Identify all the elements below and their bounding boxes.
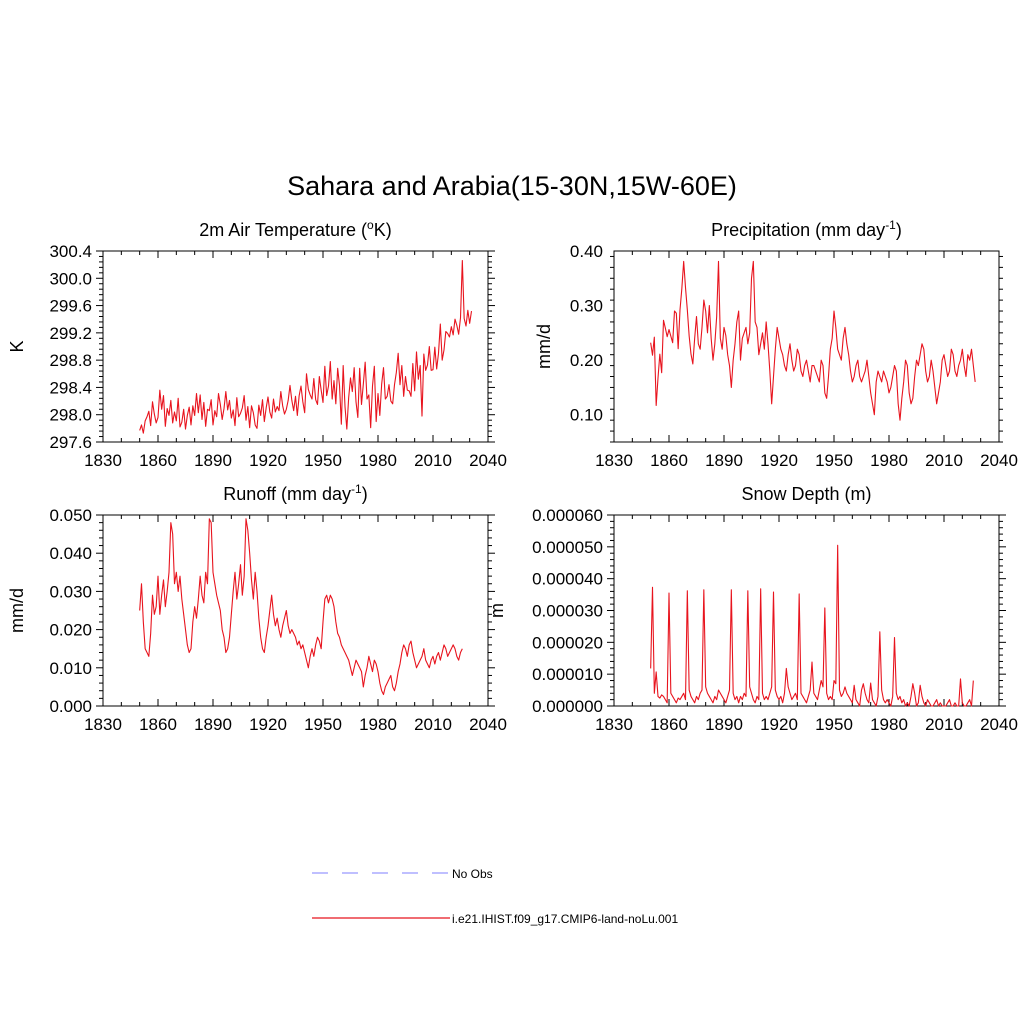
legend-label-0: No Obs (452, 867, 493, 881)
x-tick-label: 2040 (469, 451, 507, 470)
y-tick-label: 300.4 (49, 242, 92, 261)
x-tick-label: 1980 (359, 715, 397, 734)
figure-title: Sahara and Arabia(15-30N,15W-60E) (287, 171, 737, 201)
x-tick-label: 1830 (595, 451, 633, 470)
x-tick-label: 1860 (650, 451, 688, 470)
y-tick-label: 0.000010 (532, 665, 603, 684)
x-tick-label: 1860 (139, 715, 177, 734)
y-tick-label: 297.6 (49, 433, 92, 452)
y-tick-label: 0.010 (49, 659, 92, 678)
chart-panel-snow: 1830 1860 1890 1920 1950 1980 2010 2040 0.000000… (487, 484, 1018, 734)
series-line-runoff (139, 518, 463, 696)
x-tick-label: 1920 (760, 451, 798, 470)
y-axis-label: m (487, 603, 507, 618)
x-tick-label: 2010 (414, 715, 452, 734)
x-tick-label: 2010 (925, 451, 963, 470)
plot-frame (613, 514, 1000, 707)
y-tick-label: 0.40 (570, 242, 603, 261)
y-tick-label: 0.10 (570, 406, 603, 425)
y-tick-label: 0.30 (570, 297, 603, 316)
x-tick-label: 1980 (870, 715, 908, 734)
x-tick-label: 1890 (194, 715, 232, 734)
y-tick-label: 0.000040 (532, 570, 603, 589)
x-tick-label: 1920 (760, 715, 798, 734)
x-tick-label: 1890 (194, 451, 232, 470)
x-tick-label: 2040 (980, 451, 1018, 470)
chart-panel-temp: 1830 1860 1890 1920 1950 1980 2010 2040 297.6 298… (7, 218, 507, 470)
panel-title-text: Runoff (mm day (223, 484, 351, 504)
panel-title-suffix: ) (362, 484, 368, 504)
y-tick-label: 0.050 (49, 506, 92, 525)
plot-frame (102, 250, 489, 443)
y-tick-label: 0.000030 (532, 602, 603, 621)
panel-title-suffix: ) (896, 220, 902, 240)
y-tick-label: 300.0 (49, 269, 92, 288)
panel-title: Snow Depth (m) (741, 484, 871, 504)
y-axis-label: mm/d (7, 588, 27, 633)
y-tick-label: 299.6 (49, 297, 92, 316)
x-tick-label: 1920 (249, 715, 287, 734)
plot-frame (102, 514, 489, 707)
series-line-precip (650, 260, 976, 421)
panel-title-superscript: o (367, 218, 374, 232)
panel-title: Runoff (mm day-1) (223, 482, 367, 504)
x-tick-label: 1830 (595, 715, 633, 734)
plot-frame (613, 250, 1000, 443)
y-tick-label: 298.8 (49, 351, 92, 370)
y-tick-label: 0.000 (49, 697, 92, 716)
y-tick-label: 299.2 (49, 324, 92, 343)
panel-title-superscript: -1 (351, 482, 362, 496)
x-tick-label: 1860 (650, 715, 688, 734)
y-axis-label: K (7, 340, 27, 352)
y-tick-label: 0.000050 (532, 538, 603, 557)
panel-title-superscript: -1 (885, 218, 896, 232)
panel-title: 2m Air Temperature (oK) (199, 218, 391, 240)
panel-title-text: 2m Air Temperature ( (199, 220, 367, 240)
y-axis-label: mm/d (534, 324, 554, 369)
x-tick-label: 1950 (815, 451, 853, 470)
x-tick-label: 1860 (139, 451, 177, 470)
y-tick-label: 0.000000 (532, 697, 603, 716)
panel-title: Precipitation (mm day-1) (711, 218, 902, 240)
x-tick-label: 2040 (980, 715, 1018, 734)
x-tick-label: 1890 (705, 451, 743, 470)
x-tick-label: 1920 (249, 451, 287, 470)
y-tick-label: 298.0 (49, 406, 92, 425)
x-tick-label: 2010 (414, 451, 452, 470)
y-tick-label: 0.030 (49, 582, 92, 601)
chart-panel-runoff: 1830 1860 1890 1920 1950 1980 2010 2040 0.000 0.0… (7, 482, 507, 734)
x-tick-label: 1890 (705, 715, 743, 734)
chart-panel-precip: 1830 1860 1890 1920 1950 1980 2010 2040 0.10 0.20… (534, 218, 1018, 470)
series-line-snow (650, 544, 974, 707)
y-tick-label: 0.040 (49, 544, 92, 563)
x-tick-label: 2010 (925, 715, 963, 734)
x-tick-label: 1980 (359, 451, 397, 470)
y-tick-label: 0.020 (49, 621, 92, 640)
x-tick-label: 1830 (84, 715, 122, 734)
panel-title-suffix: K) (374, 220, 392, 240)
x-tick-label: 1950 (304, 451, 342, 470)
legend: No Obs i.e21.IHIST.f09_g17.CMIP6-land-noL… (312, 867, 678, 926)
x-tick-label: 2040 (469, 715, 507, 734)
panel-title-text: Precipitation (mm day (711, 220, 885, 240)
x-tick-label: 1950 (304, 715, 342, 734)
x-tick-label: 1830 (84, 451, 122, 470)
panel-title-text: Snow Depth (m) (741, 484, 871, 504)
series-line-temp (139, 259, 473, 434)
x-tick-label: 1950 (815, 715, 853, 734)
y-tick-label: 0.000060 (532, 506, 603, 525)
y-tick-label: 298.4 (49, 378, 92, 397)
legend-label-1: i.e21.IHIST.f09_g17.CMIP6-land-noLu.001 (452, 912, 678, 926)
x-tick-label: 1980 (870, 451, 908, 470)
y-tick-label: 0.20 (570, 351, 603, 370)
y-tick-label: 0.000020 (532, 633, 603, 652)
